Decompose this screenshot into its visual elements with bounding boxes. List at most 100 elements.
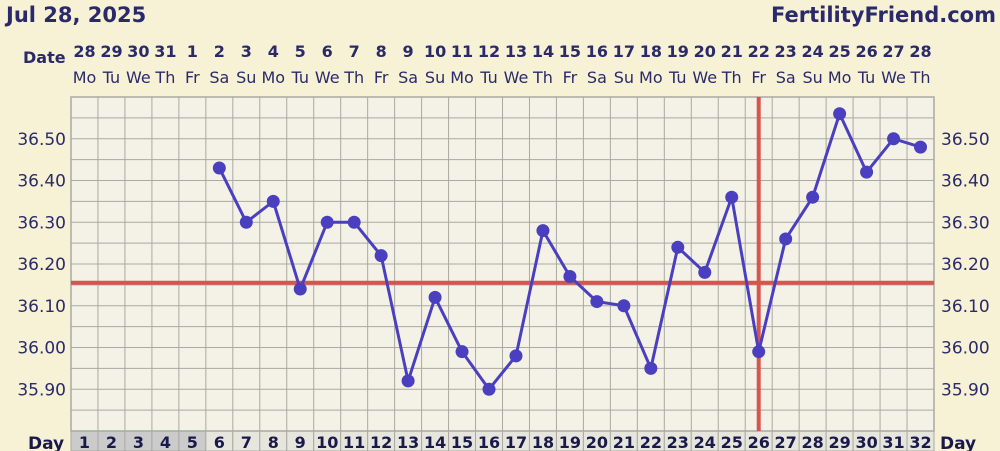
temperature-point[interactable] (212, 161, 226, 175)
temperature-point[interactable] (266, 194, 280, 208)
cycle-day-label: 22 (640, 433, 662, 451)
day-row-label-right: Day (940, 434, 976, 451)
y-tick-label-right: 35.90 (941, 380, 990, 400)
temperature-point[interactable] (914, 140, 928, 154)
weekday-label: Fr (751, 68, 766, 87)
cycle-day-label: 14 (424, 433, 446, 451)
plot-border (70, 96, 935, 432)
date-label: 11 (451, 42, 473, 61)
date-label: 29 (100, 42, 122, 61)
weekday-label: Mo (639, 68, 663, 87)
weekday-label: Su (425, 68, 445, 87)
date-label: 15 (559, 42, 581, 61)
date-label: 19 (667, 42, 689, 61)
y-tick-label-left: 36.00 (17, 339, 66, 359)
weekday-label: Fr (185, 68, 200, 87)
temperature-point[interactable] (347, 215, 361, 229)
cycle-day-label: 30 (855, 433, 877, 451)
date-row-label: Date (23, 48, 66, 67)
date-label: 23 (775, 42, 797, 61)
date-label: 5 (295, 42, 306, 61)
y-tick-label-right: 36.20 (941, 255, 990, 275)
temperature-point[interactable] (482, 382, 496, 396)
date-label: 30 (127, 42, 149, 61)
temperature-point[interactable] (239, 215, 253, 229)
temperature-point[interactable] (590, 295, 604, 309)
weekday-label: Tu (290, 68, 308, 87)
weekday-label: Fr (374, 68, 389, 87)
y-tick-label-right: 36.00 (941, 339, 990, 359)
temperature-point[interactable] (563, 270, 577, 284)
date-label: 6 (322, 42, 333, 61)
weekday-label: Sa (587, 68, 607, 87)
cycle-day-label: 5 (187, 433, 198, 451)
temperature-point[interactable] (455, 345, 469, 359)
cycle-day-label: 6 (214, 433, 225, 451)
temperature-point[interactable] (320, 215, 334, 229)
temperature-series (212, 107, 928, 396)
cycle-day-label: 9 (295, 433, 306, 451)
cycle-day-label: 25 (721, 433, 743, 451)
date-label: 16 (586, 42, 608, 61)
temperature-point[interactable] (374, 249, 388, 263)
weekday-label: Su (614, 68, 634, 87)
weekday-label: We (881, 68, 906, 87)
date-label: 2 (214, 42, 225, 61)
temperature-point[interactable] (401, 374, 415, 388)
temperature-point[interactable] (617, 299, 631, 313)
date-label: 26 (855, 42, 877, 61)
cycle-day-label: 12 (370, 433, 392, 451)
temperature-point[interactable] (779, 232, 793, 246)
temperature-point[interactable] (860, 165, 874, 179)
temperature-point[interactable] (509, 349, 523, 363)
temperature-point[interactable] (698, 265, 712, 279)
y-tick-label-right: 36.40 (941, 172, 990, 192)
temperature-point[interactable] (293, 282, 307, 296)
cycle-day-label: 4 (160, 433, 171, 451)
grid (70, 96, 935, 432)
weekday-label: Mo (261, 68, 285, 87)
weekday-label: Tu (479, 68, 497, 87)
y-tick-label-right: 36.50 (941, 130, 990, 150)
temperature-point[interactable] (887, 132, 901, 146)
date-label: 21 (721, 42, 743, 61)
cycle-day-label: 23 (667, 433, 689, 451)
brand-logo-text[interactable]: FertilityFriend.com (771, 3, 996, 27)
date-label: 18 (640, 42, 662, 61)
cycle-day-label: 17 (505, 433, 527, 451)
y-axis-left: 35.90 36.00 36.10 36.20 36.30 36.40 36.50 (17, 130, 66, 401)
weekday-label: Mo (828, 68, 852, 87)
weekday-label: Th (532, 68, 553, 87)
temperature-point[interactable] (833, 107, 847, 121)
cycle-day-label: 27 (775, 433, 797, 451)
cycle-day-label: 31 (882, 433, 904, 451)
cycle-day-label: 1 (79, 433, 90, 451)
cycle-day-label: 16 (478, 433, 500, 451)
cycle-day-label: 18 (532, 433, 554, 451)
cycle-day-label: 13 (397, 433, 419, 451)
cycle-day-label: 10 (316, 433, 338, 451)
temperature-point[interactable] (725, 190, 739, 204)
weekday-label: Su (236, 68, 256, 87)
cycle-day-label: 8 (268, 433, 279, 451)
temperature-point[interactable] (752, 345, 766, 359)
cycle-day-label: 3 (133, 433, 144, 451)
date-label: 31 (154, 42, 176, 61)
temperature-point[interactable] (644, 361, 658, 375)
cycle-day-label: 24 (694, 433, 716, 451)
temperature-point[interactable] (428, 290, 442, 304)
cycle-day-label: 21 (613, 433, 635, 451)
temperature-point[interactable] (671, 240, 685, 254)
cycle-day-label: 7 (241, 433, 252, 451)
y-axis-right: 35.90 36.00 36.10 36.20 36.30 36.40 36.50 (941, 130, 990, 401)
weekday-label: Th (910, 68, 931, 87)
temperature-point[interactable] (806, 190, 820, 204)
date-label: 4 (268, 42, 279, 61)
y-tick-label-left: 36.10 (17, 297, 66, 317)
day-row-label-left: Day (28, 434, 64, 451)
weekday-label: We (692, 68, 717, 87)
cycle-day-label: 20 (586, 433, 608, 451)
temperature-point[interactable] (536, 224, 550, 238)
date-label: 20 (694, 42, 716, 61)
